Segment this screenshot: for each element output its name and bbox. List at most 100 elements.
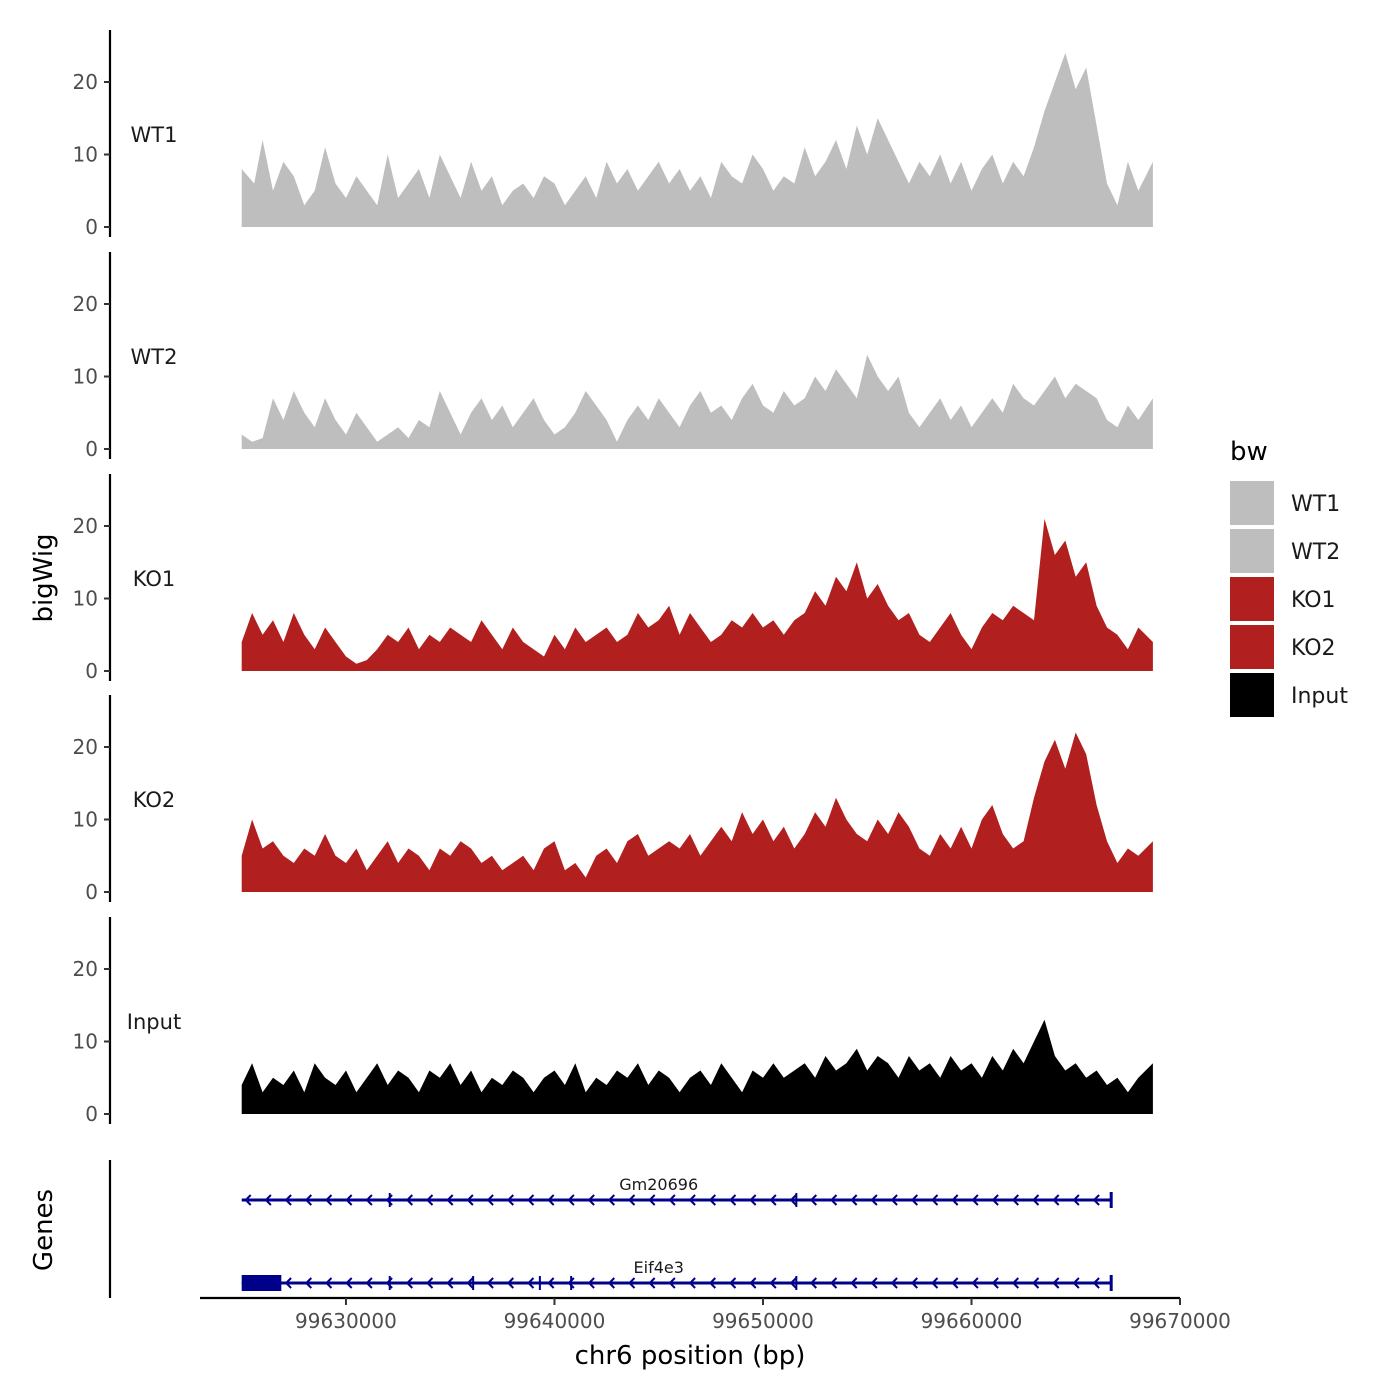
strand-arrow: [850, 1277, 858, 1289]
track-label: WT2: [131, 345, 178, 369]
gene-label: Eif4e3: [634, 1258, 684, 1277]
strand-arrow: [688, 1194, 696, 1206]
strand-arrow: [527, 1277, 535, 1289]
strand-arrow: [769, 1194, 777, 1206]
strand-arrow: [284, 1277, 292, 1289]
strand-arrow: [789, 1194, 797, 1206]
strand-arrow: [1011, 1194, 1020, 1206]
strand-arrow: [850, 1194, 858, 1206]
strand-arrow: [446, 1194, 454, 1206]
strand-arrow: [325, 1194, 333, 1206]
track-wt2: 0 10 20 WT2: [73, 252, 1153, 461]
track-wt1: 0 10 20 WT1: [73, 30, 1153, 239]
legend-swatch: [1228, 527, 1276, 575]
x-tick-label: 99670000: [1129, 1309, 1231, 1333]
strand-arrow: [405, 1194, 414, 1206]
strand-arrow: [1052, 1277, 1060, 1289]
y-tick-label: 0: [85, 1102, 98, 1126]
strand-arrow: [365, 1194, 373, 1206]
strand-arrow: [870, 1194, 878, 1206]
legend-label: WT2: [1291, 540, 1340, 565]
strand-arrow: [769, 1277, 777, 1289]
strand-arrow: [527, 1194, 535, 1206]
y-tick-label: 20: [73, 735, 98, 759]
legend-label: KO2: [1291, 636, 1336, 661]
signal-area: [241, 732, 1153, 892]
legend-swatch: [1228, 479, 1276, 527]
strand-arrow: [890, 1194, 898, 1206]
x-tick-label: 99650000: [712, 1309, 814, 1333]
strand-arrow: [587, 1194, 595, 1206]
strand-arrow: [830, 1194, 838, 1206]
strand-arrow: [1032, 1194, 1040, 1206]
strand-arrow: [951, 1194, 959, 1206]
x-axis: 99630000 99640000 99650000 99660000 99670000: [200, 1296, 1231, 1333]
strand-arrow: [405, 1277, 414, 1289]
strand-arrow: [345, 1194, 353, 1206]
strand-arrow: [1072, 1277, 1080, 1289]
gene-gm20696: Gm20696: [241, 1175, 1113, 1208]
y-tick-label: 0: [85, 880, 98, 904]
strand-arrow: [729, 1277, 737, 1289]
y-tick-label: 0: [85, 659, 98, 683]
strand-arrow: [1072, 1194, 1080, 1206]
strand-arrow: [628, 1194, 636, 1206]
x-axis-title: chr6 position (bp): [575, 1341, 806, 1371]
y-tick-label: 20: [73, 292, 98, 316]
strand-arrow: [648, 1277, 656, 1289]
x-tick-label: 99630000: [295, 1309, 397, 1333]
strand-arrow: [729, 1194, 737, 1206]
strand-arrow: [971, 1194, 979, 1206]
strand-arrow: [648, 1194, 656, 1206]
strand-arrow: [910, 1277, 919, 1289]
track-label: WT1: [131, 123, 178, 147]
signal-area: [241, 518, 1153, 671]
track-input: 0 10 20 Input: [73, 917, 1153, 1126]
x-tick-label: 99640000: [504, 1309, 606, 1333]
strand-arrow: [284, 1194, 292, 1206]
strand-arrow: [587, 1277, 595, 1289]
legend-swatch: [1228, 671, 1276, 719]
legend-item-wt1: WT1: [1228, 479, 1340, 527]
track-label: Input: [127, 1010, 181, 1034]
y-tick-label: 0: [85, 215, 98, 239]
strand-arrow: [506, 1194, 515, 1206]
legend-swatch: [1228, 575, 1276, 623]
legend-label: Input: [1291, 684, 1348, 709]
legend-label: WT1: [1291, 492, 1340, 517]
tracks-layer: 0 10 20 WT1 0 10 20 WT2 0 10 20 KO1 0 10 20 KO2 0 10 20 Inp…: [73, 30, 1153, 1126]
strand-arrow: [830, 1277, 838, 1289]
strand-arrow: [486, 1277, 494, 1289]
strand-arrow: [244, 1194, 252, 1206]
gene-eif4e3: Eif4e3: [241, 1258, 1113, 1291]
strand-arrow: [708, 1277, 717, 1289]
legend-item-ko1: KO1: [1228, 575, 1336, 623]
signal-area: [241, 354, 1153, 449]
exon-block: [241, 1275, 282, 1291]
strand-arrow: [1092, 1194, 1100, 1206]
strand-arrow: [607, 1277, 616, 1289]
track-label: KO2: [133, 788, 176, 812]
y-tick-label: 20: [73, 514, 98, 538]
y-tick-label: 20: [73, 70, 98, 94]
y-tick-label: 10: [73, 1030, 98, 1054]
gene-label: Gm20696: [619, 1175, 698, 1194]
strand-arrow: [931, 1277, 939, 1289]
strand-arrow: [931, 1194, 939, 1206]
strand-arrow: [466, 1277, 474, 1289]
strand-arrow: [668, 1277, 676, 1289]
genes-layer: Gm20696 Eif4e3: [108, 1160, 1113, 1298]
strand-arrow: [426, 1277, 434, 1289]
strand-arrow: [1011, 1277, 1020, 1289]
strand-arrow: [809, 1194, 818, 1206]
strand-arrow: [910, 1194, 919, 1206]
signal-area: [241, 1019, 1153, 1114]
strand-arrow: [668, 1194, 676, 1206]
y-axis-title-genes: Genes: [29, 1189, 59, 1271]
y-tick-label: 10: [73, 365, 98, 389]
legend-item-wt2: WT2: [1228, 527, 1340, 575]
y-tick-label: 20: [73, 957, 98, 981]
strand-arrow: [688, 1277, 696, 1289]
strand-arrow: [506, 1277, 515, 1289]
